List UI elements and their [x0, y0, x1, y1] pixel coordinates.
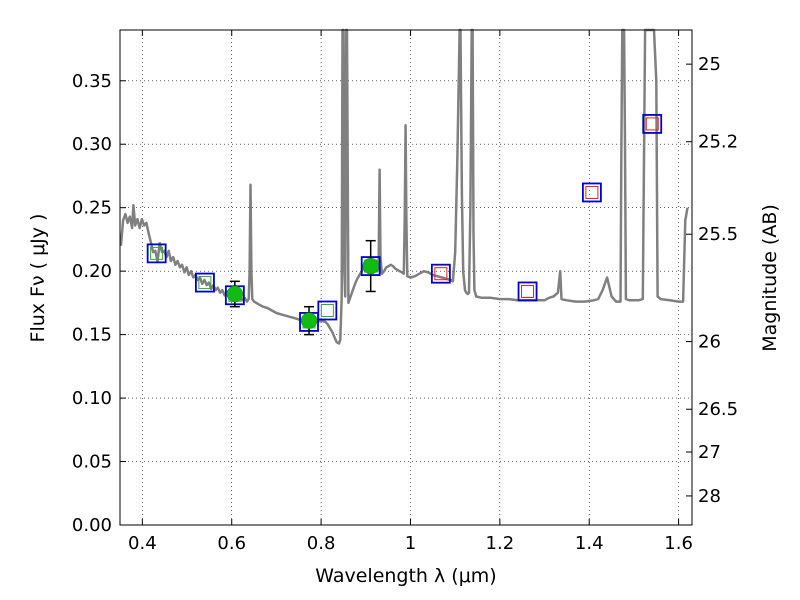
model-band-marker-outer — [517, 281, 538, 302]
plot-frame — [119, 29, 693, 526]
y-tick-label: 0.00 — [72, 515, 112, 536]
model-band-marker-outer — [195, 272, 215, 293]
y2-tick-label: 25.2 — [698, 132, 738, 153]
model-band-marker-outer — [642, 114, 663, 134]
right-axis-label: Magnitude (AB) — [759, 204, 781, 352]
y2-tick-label: 26.5 — [698, 399, 738, 420]
y-tick-label: 0.25 — [72, 198, 112, 219]
y-tick-label: 0.20 — [72, 261, 112, 282]
y-tick-label: 0.15 — [72, 325, 112, 346]
x-tick-label: 1.4 — [575, 533, 604, 554]
x-tick-label: 0.8 — [307, 533, 336, 554]
model-band-marker-outer — [146, 243, 167, 264]
y2-tick-label: 26 — [698, 332, 721, 353]
y2-tick-label: 25 — [698, 54, 721, 75]
y-tick-label: 0.10 — [72, 388, 112, 409]
x-axis-label: Wavelength λ (μm) — [315, 565, 496, 587]
model-band-marker-outer — [582, 182, 602, 203]
measured-flux-point — [226, 285, 244, 303]
y-tick-label: 0.35 — [72, 71, 112, 92]
y2-tick-label: 25.5 — [698, 224, 738, 245]
measured-flux-point — [300, 312, 318, 329]
y-tick-label: 0.05 — [72, 452, 112, 473]
y2-tick-label: 27 — [698, 442, 721, 463]
x-tick-label: 0.6 — [217, 533, 246, 554]
measured-flux-point — [362, 257, 379, 275]
model-band-marker-inner — [434, 267, 448, 281]
model-band-marker-inner — [521, 284, 535, 298]
model-spectrum-line — [119, 28, 689, 345]
model-band-marker-outer — [430, 263, 451, 284]
model-band-marker-inner — [150, 246, 164, 260]
y-axis-label: Flux Fν ( μJy ) — [27, 214, 49, 343]
model-band-marker-inner — [198, 276, 212, 290]
x-tick-label: 1.6 — [664, 533, 693, 554]
model-band-marker-outer — [317, 300, 338, 321]
model-band-marker-inner — [320, 304, 334, 317]
x-tick-label: 0.4 — [128, 533, 157, 554]
y-tick-label: 0.30 — [72, 134, 112, 155]
x-tick-label: 1 — [405, 533, 416, 554]
model-band-marker-inner — [585, 185, 599, 199]
x-tick-label: 1.2 — [486, 533, 515, 554]
model-band-marker-inner — [645, 117, 659, 131]
axis-ticks: 0.4 0.6 0.8 1 1.2 1.4 1.6 0.00 0.05 0.10 0.15 0.20 0… — [72, 30, 738, 554]
plot-area — [119, 28, 689, 345]
y2-tick-label: 28 — [698, 486, 721, 507]
